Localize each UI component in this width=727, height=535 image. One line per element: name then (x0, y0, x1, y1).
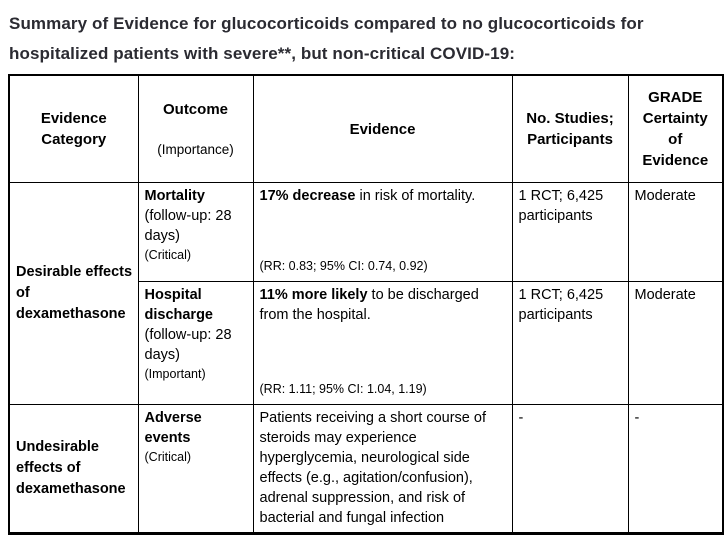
cell-studies-mortality: 1 RCT; 6,425 participants (511, 182, 629, 282)
outcome-importance: (Critical) (144, 248, 192, 262)
cell-outcome-mortality: Mortality (follow-up: 28 days) (Critical… (137, 182, 254, 282)
header-evidence: Evidence (252, 74, 513, 183)
evidence-description: to be discharged from the hospital. (259, 287, 479, 323)
cell-category-undesirable: Undesirable effects of dexamethasone (8, 404, 139, 534)
cell-outcome-adverse: Adverse events (Critical) (137, 404, 254, 534)
outcome-name: Hospital discharge (144, 287, 214, 323)
cell-grade-adverse: - (627, 404, 724, 534)
evidence-effect-size: 17% decrease (259, 188, 356, 204)
evidence-effect-size: 11% more likely (259, 287, 368, 303)
cell-category-desirable: Desirable effects of dexamethasone (8, 182, 139, 405)
outcome-importance: (Critical) (144, 450, 192, 464)
cell-evidence-discharge: 11% more likely to be discharged from th… (252, 281, 513, 405)
cell-grade-discharge: Moderate (627, 281, 724, 405)
cell-studies-adverse: - (511, 404, 629, 534)
outcome-followup: (follow-up: 28 days) (144, 327, 232, 363)
cell-evidence-adverse: Patients receiving a short course of ste… (252, 404, 513, 534)
header-outcome: Outcome (Importance) (137, 74, 254, 183)
table-row-adverse-events: Undesirable effects of dexamethasone Adv… (8, 404, 724, 534)
table-row-mortality: Desirable effects of dexamethasone Morta… (8, 182, 724, 405)
header-outcome-label: Outcome (162, 101, 228, 118)
evidence-statistics: (RR: 0.83; 95% CI: 0.74, 0.92) (259, 259, 428, 273)
table-row-hospital-discharge: Hospital discharge (follow-up: 28 days) … (9, 281, 724, 405)
outcome-followup: (follow-up: 28 days) (144, 208, 232, 244)
outcome-name: Mortality (144, 188, 205, 204)
evidence-summary-table: Evidence Category Outcome (Importance) E… (8, 74, 724, 535)
evidence-description: in risk of mortality. (355, 188, 476, 204)
cell-studies-discharge: 1 RCT; 6,425 participants (511, 281, 629, 405)
page-title: Summary of Evidence for glucocorticoids … (9, 14, 644, 63)
header-grade-certainty: GRADE Certainty of Evidence (627, 74, 724, 183)
header-outcome-importance: (Importance) (157, 142, 234, 157)
header-studies-participants: No. Studies; Participants (511, 74, 629, 183)
outcome-importance: (Important) (144, 367, 206, 381)
evidence-statistics: (RR: 1.11; 95% CI: 1.04, 1.19) (259, 382, 427, 396)
outcome-name: Adverse events (144, 410, 202, 446)
cell-grade-mortality: Moderate (627, 182, 724, 282)
table-header-row: Evidence Category Outcome (Importance) E… (8, 74, 724, 183)
header-evidence-category: Evidence Category (8, 74, 139, 183)
cell-evidence-mortality: 17% decrease in risk of mortality. (RR: … (252, 182, 513, 282)
cell-outcome-discharge: Hospital discharge (follow-up: 28 days) … (137, 281, 254, 405)
